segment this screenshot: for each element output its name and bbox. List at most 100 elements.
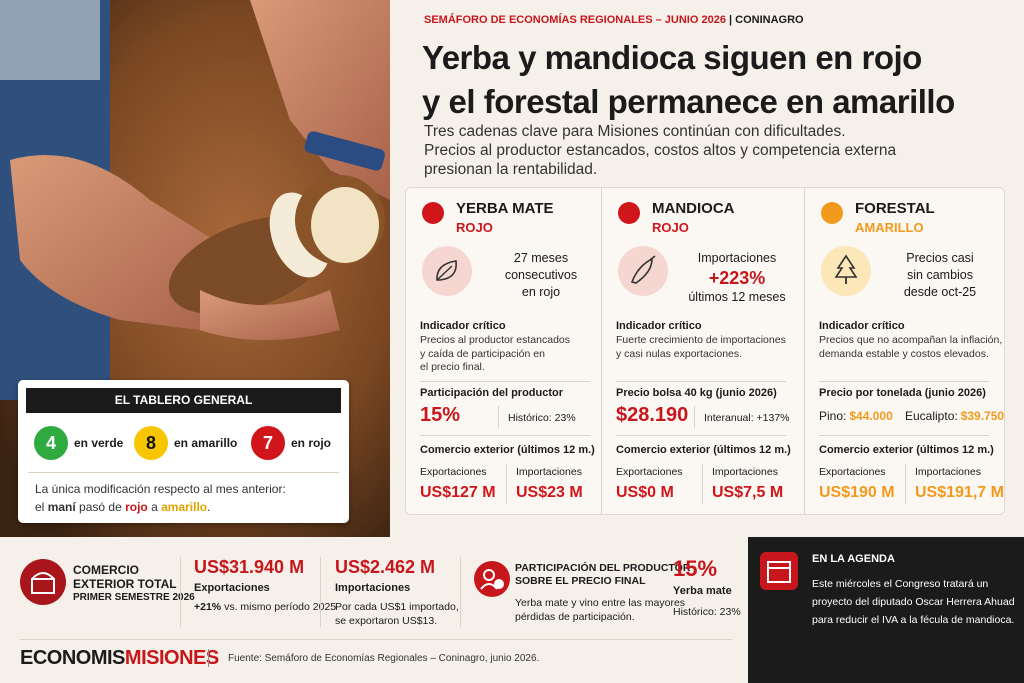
- divider: [616, 435, 786, 436]
- divider: [208, 649, 209, 667]
- status-dot: [422, 202, 444, 224]
- agenda-title: EN LA AGENDA: [812, 553, 895, 565]
- tablero-note: La única modificación respecto al mes an…: [35, 480, 286, 516]
- divider: [420, 381, 590, 382]
- subtitle-line: presionan la rentabilidad.: [424, 161, 598, 178]
- kicker-text: SEMÁFORO DE ECONOMÍAS REGIONALES – JUNIO…: [424, 14, 726, 26]
- count-label: en amarillo: [174, 436, 238, 450]
- price-label: Pino:: [819, 409, 847, 423]
- export-label: Exportaciones: [420, 466, 487, 478]
- price: Pino: $44.000: [819, 409, 893, 423]
- count-circle: 7: [251, 426, 285, 460]
- participation-text-line: Yerba mate y vino entre las mayores: [515, 597, 686, 609]
- divider: [506, 464, 507, 504]
- indicator-line: y casi nulas exportaciones.: [616, 347, 743, 360]
- status-dot: [618, 202, 640, 224]
- note-part: el: [35, 500, 48, 514]
- agenda-line: para reducir el IVA a la fécula de mandi…: [812, 614, 1015, 626]
- metric-title: Participación del productor: [420, 387, 564, 399]
- indicator-line: demanda estable y costos elevados.: [819, 347, 989, 360]
- indicator-line: y caída de participación en: [420, 347, 545, 360]
- highlight-line: Precios casi: [906, 251, 974, 265]
- export-label: Exportaciones: [819, 466, 886, 478]
- metric-title: Precio bolsa 40 kg (junio 2026): [616, 387, 777, 399]
- note-part: maní: [47, 500, 76, 514]
- price-value: $44.000: [849, 409, 893, 423]
- divider: [420, 435, 590, 436]
- trade-title: Comercio exterior (últimos 12 m.): [420, 444, 595, 456]
- export-value: US$190 M: [819, 484, 895, 501]
- logo-part: ECONOMIS: [20, 647, 125, 669]
- trade-period: PRIMER SEMESTRE 2026: [73, 592, 195, 603]
- highlight: Importaciones +223% últimos 12 meses: [682, 250, 792, 306]
- tablero-title: EL TABLERO GENERAL: [26, 388, 341, 413]
- note-part: amarillo: [161, 500, 208, 514]
- import-value: US$23 M: [516, 484, 583, 501]
- trade-title-line: COMERCIO: [73, 563, 139, 577]
- imports-note-line: se exportaron US$13.: [335, 615, 438, 627]
- participation-title: PARTICIPACIÓN DEL PRODUCTOR SOBRE EL PRE…: [515, 562, 690, 588]
- sector-status: AMARILLO: [855, 220, 924, 235]
- participation-icon: [474, 561, 510, 597]
- highlight-line: últimos 12 meses: [688, 290, 786, 304]
- sector-card: MANDIOCA ROJO Importaciones +223% últimos 12…: [602, 188, 798, 514]
- footer-source: Fuente: Semáforo de Economías Regionales…: [228, 653, 540, 664]
- import-value: US$191,7 M: [915, 484, 1004, 501]
- divider: [819, 435, 989, 436]
- sector-card: YERBA MATE ROJO 27 meses consecutivos en roj…: [406, 188, 602, 514]
- sector-status: ROJO: [456, 220, 493, 235]
- indicator-text: Precios que no acompañan la inflación, de…: [819, 334, 1002, 361]
- price: Eucalipto: $39.750: [905, 409, 1004, 423]
- count-circle: 4: [34, 426, 68, 460]
- note-line: La única modificación respecto al mes an…: [35, 482, 286, 496]
- price-value: $39.750: [960, 409, 1005, 423]
- participation-title-line: PARTICIPACIÓN DEL PRODUCTOR: [515, 562, 691, 574]
- indicator-title: Indicador crítico: [819, 320, 905, 332]
- indicator-line: Fuerte crecimiento de importaciones: [616, 334, 786, 346]
- divider: [460, 557, 461, 627]
- indicator-text: Precios al productor estancados y caída d…: [420, 334, 570, 375]
- divider: [804, 188, 805, 514]
- photo: [0, 0, 390, 537]
- status-dot: [821, 202, 843, 224]
- imports-note-line: Por cada US$1 importado,: [335, 601, 459, 613]
- count-circle: 8: [134, 426, 168, 460]
- count-label: en rojo: [291, 436, 332, 450]
- metric-value: 15%: [420, 404, 461, 426]
- title-line: Yerba y mandioca siguen en rojo: [422, 39, 922, 76]
- sector-status: ROJO: [652, 220, 689, 235]
- export-value: US$127 M: [420, 484, 496, 501]
- divider: [180, 557, 181, 627]
- note-part: rojo: [125, 500, 148, 514]
- highlight-line: desde oct-25: [903, 285, 977, 299]
- import-label: Importaciones: [915, 466, 981, 478]
- sector-name: FORESTAL: [855, 200, 935, 217]
- trade-icon: [20, 559, 66, 605]
- exports-change: +21% vs. mismo período 2025: [194, 601, 336, 613]
- logo: ECONOMISMISIONES: [20, 647, 219, 670]
- sector-icon: [422, 246, 472, 296]
- kicker: SEMÁFORO DE ECONOMÍAS REGIONALES – JUNIO…: [424, 14, 804, 26]
- count-label: en verde: [74, 436, 124, 450]
- highlight: Precios casi sin cambios desde oct-25: [885, 250, 995, 301]
- sector-name: MANDIOCA: [652, 200, 735, 217]
- trade-title: COMERCIO EXTERIOR TOTAL PRIMER SEMESTRE …: [73, 563, 195, 605]
- indicator-title: Indicador crítico: [420, 320, 506, 332]
- exports-value: US$31.940 M: [194, 557, 305, 577]
- indicator-line: Precios que no acompañan la inflación,: [819, 334, 1003, 346]
- import-value: US$7,5 M: [712, 484, 784, 501]
- exports-change-text: vs. mismo período 2025: [221, 601, 337, 613]
- price-label: Eucalipto:: [905, 409, 958, 423]
- imports-note: Por cada US$1 importado, se exportaron U…: [335, 600, 459, 628]
- note-part: pasó de: [75, 500, 126, 514]
- divider: [320, 557, 321, 627]
- note-part: .: [207, 500, 211, 514]
- trade-title: Comercio exterior (últimos 12 m.): [616, 444, 791, 456]
- agenda-icon: [760, 552, 798, 590]
- subtitle-line: Tres cadenas clave para Misiones continú…: [424, 123, 846, 140]
- note-line: el maní pasó de rojo a amarillo.: [35, 498, 286, 516]
- sector-icon: [618, 246, 668, 296]
- participation-value-label: Yerba mate: [673, 585, 732, 597]
- highlight-line: 27 meses: [513, 251, 569, 265]
